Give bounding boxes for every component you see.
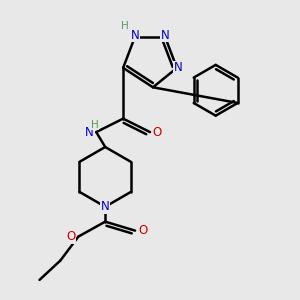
Text: N: N: [174, 61, 183, 74]
Text: N: N: [131, 28, 140, 41]
Text: H: H: [91, 120, 99, 130]
Text: N: N: [101, 200, 110, 213]
Text: N: N: [84, 126, 93, 139]
Text: N: N: [160, 28, 169, 41]
Text: O: O: [153, 126, 162, 139]
Text: O: O: [66, 230, 76, 243]
Text: H: H: [121, 21, 128, 31]
Text: O: O: [138, 224, 147, 237]
